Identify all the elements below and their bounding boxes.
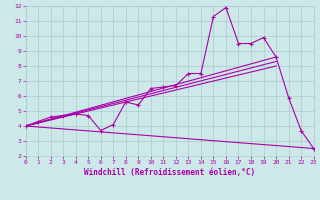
X-axis label: Windchill (Refroidissement éolien,°C): Windchill (Refroidissement éolien,°C) xyxy=(84,168,255,177)
